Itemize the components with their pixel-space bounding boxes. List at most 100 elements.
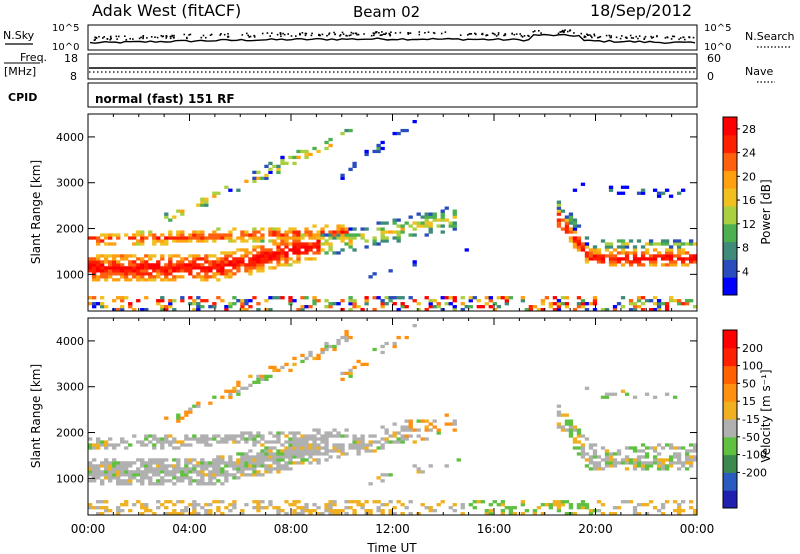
power-cell <box>644 299 650 303</box>
velocity-cell <box>208 509 213 513</box>
velocity-cell <box>280 464 285 468</box>
power-cell <box>116 308 121 312</box>
velocity-cell <box>252 464 257 468</box>
velocity-cell <box>156 458 161 462</box>
velocity-cell <box>336 338 341 343</box>
velocity-cell <box>252 458 257 462</box>
velocity-cell <box>364 443 369 447</box>
nsearch-dot <box>615 36 618 39</box>
velocity-cell <box>592 452 598 456</box>
velocity-cell <box>128 443 133 447</box>
velocity-cell <box>404 419 409 423</box>
velocity-cell <box>280 458 285 462</box>
velocity-cell <box>376 506 381 510</box>
nsky-ybottom-left: 10^0 <box>52 42 79 53</box>
power-cell <box>476 299 481 303</box>
power-cell <box>328 302 333 306</box>
velocity-cell <box>88 461 93 465</box>
power-cell <box>208 269 213 273</box>
power-cell <box>300 149 305 154</box>
velocity-cell <box>584 452 590 456</box>
power-cell <box>180 239 185 243</box>
velocity-cell <box>568 419 574 423</box>
power-cell <box>124 254 129 258</box>
velocity-cell <box>500 509 505 513</box>
power-cell <box>328 305 333 309</box>
power-cell <box>212 254 217 258</box>
velocity-cell <box>520 512 526 516</box>
velocity-cell <box>116 512 121 516</box>
velocity-cell <box>156 500 161 504</box>
power-cell <box>332 302 337 306</box>
power-cell <box>276 227 281 231</box>
velocity-cell <box>212 395 217 399</box>
nsearch-dot <box>644 35 647 38</box>
power-cell <box>116 278 121 282</box>
velocity-cell <box>604 458 610 462</box>
velocity-cell <box>316 353 321 358</box>
nsearch-dot <box>95 36 97 39</box>
velocity-cell <box>436 428 441 432</box>
power-cell <box>424 218 429 222</box>
velocity-cell <box>156 479 161 483</box>
power-cell <box>296 251 301 255</box>
velocity-cell <box>184 473 189 477</box>
power-cell <box>188 266 193 270</box>
velocity-cell <box>296 446 301 450</box>
power-cell <box>168 278 173 282</box>
power-cell <box>248 266 253 270</box>
velocity-cell <box>108 479 113 483</box>
velocity-cell <box>432 419 437 423</box>
power-cell <box>324 140 329 145</box>
power-cell <box>352 227 357 231</box>
power-cell <box>112 260 117 264</box>
velocity-cell <box>240 461 245 465</box>
velocity-cell <box>176 413 181 417</box>
velocity-cell <box>292 449 297 453</box>
velocity-cell <box>632 461 638 465</box>
velocity-cell <box>232 440 237 444</box>
velocity-cell <box>228 395 233 399</box>
velocity-cell <box>200 458 205 462</box>
power-cell <box>428 299 433 303</box>
power-cell <box>648 239 654 243</box>
power-cell <box>308 257 313 261</box>
power-cell <box>100 269 105 273</box>
power-cell <box>144 296 149 300</box>
velocity-cell <box>296 455 301 459</box>
colorbar-tick-label: 50 <box>742 377 756 390</box>
power-cell <box>280 242 285 246</box>
power-cell <box>224 272 229 276</box>
velocity-cell <box>692 446 698 450</box>
velocity-cell <box>672 452 678 456</box>
power-cell <box>460 296 465 300</box>
power-cell <box>372 239 377 243</box>
nsearch-dot <box>319 34 321 37</box>
power-cell <box>640 254 646 258</box>
velocity-cell <box>120 464 125 468</box>
nsearch-dot <box>118 35 120 38</box>
velocity-cell <box>304 509 309 513</box>
velocity-cell <box>216 506 221 510</box>
power-cell <box>132 242 137 246</box>
velocity-cell <box>640 467 646 471</box>
power-cell <box>592 257 598 261</box>
velocity-cell <box>204 473 209 477</box>
velocity-cell <box>428 464 433 468</box>
velocity-cell <box>300 440 305 444</box>
power-cell <box>232 257 237 261</box>
power-cell <box>232 296 237 300</box>
power-cell <box>572 308 578 312</box>
power-cell <box>268 233 273 237</box>
velocity-cell <box>436 503 441 507</box>
velocity-cell <box>268 446 273 450</box>
power-cell <box>216 257 221 261</box>
power-cell <box>348 302 353 306</box>
power-cell <box>376 221 381 225</box>
velocity-cell <box>184 437 189 441</box>
power-cell <box>176 269 181 273</box>
velocity-cell <box>384 341 389 346</box>
velocity-cell <box>276 434 281 438</box>
velocity-cell <box>524 509 530 513</box>
nsearch-dot <box>355 32 358 35</box>
